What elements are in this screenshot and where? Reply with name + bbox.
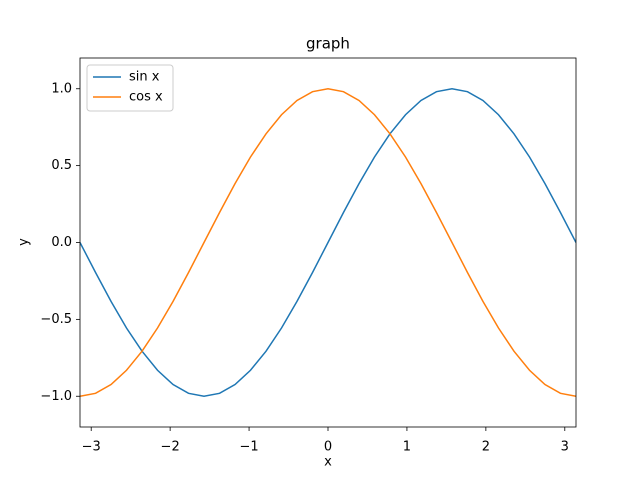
legend-label: cos x — [129, 90, 163, 105]
x-tick-label: 0 — [324, 440, 332, 455]
chart-title: graph — [306, 35, 350, 53]
legend-label: sin x — [129, 70, 160, 85]
line-series — [80, 87, 576, 397]
x-tick-label: −2 — [161, 440, 180, 455]
y-axis-label: y — [17, 238, 32, 246]
line-series — [80, 87, 576, 398]
x-tick-label: 1 — [403, 440, 411, 455]
x-tick-label: 2 — [482, 440, 490, 455]
y-tick-label: 0.5 — [51, 158, 72, 173]
x-tick-label: −3 — [82, 440, 101, 455]
x-axis-label: x — [324, 455, 332, 470]
y-tick-label: −0.5 — [40, 312, 72, 327]
y-tick-label: −1.0 — [40, 389, 72, 404]
x-tick-label: 3 — [561, 440, 569, 455]
plot-frame — [79, 57, 577, 428]
x-tick-label: −1 — [239, 440, 258, 455]
y-tick-label: 0.0 — [51, 235, 72, 250]
y-tick-label: 1.0 — [51, 81, 72, 96]
